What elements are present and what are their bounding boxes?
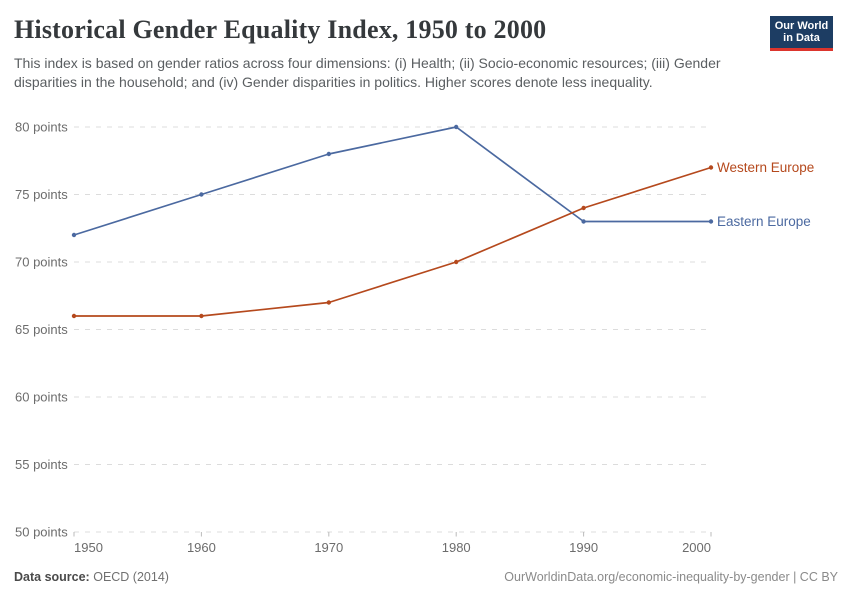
data-point-eastern-europe-1950 <box>71 232 77 238</box>
data-point-western-europe-1970 <box>326 300 331 305</box>
y-axis-label-75: 75 points <box>15 187 68 202</box>
series-line-eastern-europe <box>73 126 712 236</box>
series-label-western-europe[interactable]: Western Europe <box>717 160 814 175</box>
data-point-eastern-europe-1980 <box>454 124 459 130</box>
data-point-western-europe-1990 <box>581 205 586 211</box>
series-label-eastern-europe[interactable]: Eastern Europe <box>717 214 811 229</box>
chart-subtitle: This index is based on gender ratios acr… <box>14 55 721 90</box>
logo-text-line2: in Data <box>783 32 820 44</box>
y-axis-label-70: 70 points <box>15 255 68 270</box>
x-axis-label-1980: 1980 <box>442 540 471 555</box>
owid-logo[interactable]: Our World in Data <box>770 16 833 51</box>
data-point-western-europe-1980 <box>454 259 459 265</box>
logo-text-line1: Our World <box>774 19 829 32</box>
data-point-eastern-europe-2000 <box>708 219 714 224</box>
data-source: Data source: OECD (2014) <box>14 570 169 584</box>
data-point-western-europe-2000 <box>708 165 714 170</box>
x-axis-label-1970: 1970 <box>314 540 343 555</box>
series-line-western-europe <box>73 166 712 317</box>
data-point-eastern-europe-1990 <box>581 219 586 224</box>
data-point-western-europe-1950 <box>71 313 77 319</box>
y-axis-label-65: 65 points <box>15 322 68 337</box>
series-eastern-europe: Eastern Europe <box>71 124 811 238</box>
data-source-value: OECD (2014) <box>93 570 169 584</box>
data-point-eastern-europe-1970 <box>326 151 331 157</box>
y-axis-label-80: 80 points <box>15 120 68 135</box>
chart-title: Historical Gender Equality Index, 1950 t… <box>14 15 547 44</box>
data-source-label: Data source: <box>14 570 90 584</box>
attribution-link[interactable]: OurWorldinData.org/economic-inequality-b… <box>504 570 838 584</box>
x-axis-label-1990: 1990 <box>569 540 598 555</box>
y-axis-label-55: 55 points <box>15 457 68 472</box>
x-axis-label-1950: 1950 <box>74 540 103 555</box>
series-western-europe: Western Europe <box>71 160 814 319</box>
y-axis-label-60: 60 points <box>15 390 68 405</box>
y-axis-label-50: 50 points <box>15 525 68 540</box>
x-axis-label-1960: 1960 <box>187 540 216 555</box>
x-axis-label-2000: 2000 <box>682 540 711 555</box>
data-point-western-europe-1960 <box>199 313 204 319</box>
data-point-eastern-europe-1960 <box>199 192 204 197</box>
